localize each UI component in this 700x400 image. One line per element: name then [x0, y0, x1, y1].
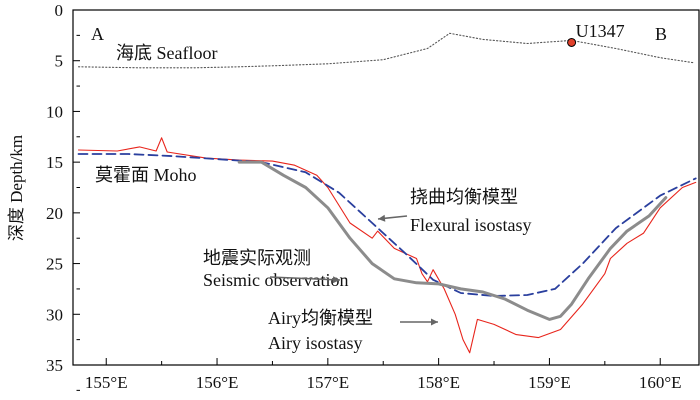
- x-tick-label: 158°E: [417, 373, 460, 392]
- flexural-line: [77, 153, 697, 297]
- y-tick-label: 0: [55, 1, 64, 20]
- site-label: U1347: [576, 21, 625, 41]
- y-axis-label: 深度 Depth/km: [7, 135, 26, 241]
- x-tick-label: 156°E: [196, 373, 239, 392]
- y-tick-label: 10: [46, 102, 63, 121]
- airy-line: [237, 160, 668, 321]
- y-tick-label: 5: [55, 52, 64, 71]
- site-marker: [567, 37, 577, 47]
- moho-annotation: 莫霍面 Moho: [95, 165, 197, 185]
- flexural-annotation: Flexural isostasy: [410, 215, 532, 235]
- seismic-annotation: 地震实际观测: [203, 248, 311, 268]
- airy-annotation: Airy均衡模型: [268, 308, 373, 328]
- seismic-arrowhead: [332, 276, 340, 284]
- seafloor-annotation: 海底 Seafloor: [116, 43, 217, 63]
- y-tick-label: 30: [46, 305, 63, 324]
- seismic-leader-line: [269, 276, 341, 281]
- seismic-annotation: Seismic observation: [203, 270, 348, 290]
- flexural-arrowhead: [378, 214, 386, 222]
- airy-annotation: Airy isostasy: [268, 333, 363, 353]
- annotation-layer: U1347 海底 Seafloor 莫霍面 Moho 挠曲均衡模型 Flexural i…: [95, 21, 625, 353]
- y-tick-label: 25: [46, 255, 63, 274]
- airy-arrowhead: [431, 318, 438, 326]
- x-tick-label: 160°E: [639, 373, 682, 392]
- x-tick-label: 157°E: [306, 373, 349, 392]
- y-tick-label: 15: [46, 153, 63, 172]
- flexural-annotation: 挠曲均衡模型: [410, 187, 518, 207]
- x-tick-label: 159°E: [528, 373, 571, 392]
- seafloor-line: [77, 32, 695, 69]
- y-tick-label: 20: [46, 204, 63, 223]
- axis-layer: 0 5 10 15 20 25 30 35 155°E 156°E 157°E 158°E 159°E 1…: [46, 1, 682, 392]
- plot-frame: [72, 9, 700, 366]
- profile-start-label: A: [91, 24, 104, 44]
- profile-end-label: B: [655, 24, 667, 44]
- x-tick-label: 155°E: [85, 373, 128, 392]
- series-layer: [77, 32, 697, 354]
- y-tick-label: 35: [46, 356, 63, 375]
